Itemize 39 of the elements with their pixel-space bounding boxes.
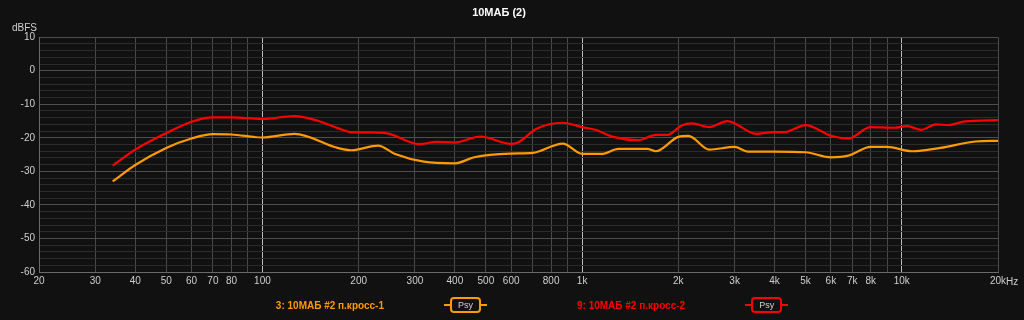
y-tick-label: -10 [20,98,36,110]
x-tick-label: 2k [673,274,685,286]
text: 9: 10МАБ #2 п.кросс-2 [577,299,686,311]
y-tick-label: -40 [20,198,36,210]
x-tick-label: 80 [225,274,238,286]
x-tick-label: 800 [542,274,560,286]
x-tick-label: 100 [254,274,272,286]
text: Psy [751,297,783,313]
y-tick-label: 0 [29,64,36,76]
y-tick-label: -60 [20,265,36,277]
x-tick-label: 60 [185,274,198,286]
x-tick-label: 4k [769,274,781,286]
y-axis-title: dBFS [11,21,38,33]
x-tick-label: 6k [825,274,838,286]
x-tick-label: 20 [33,274,45,286]
x-tick-label: 3k [729,274,741,286]
x-axis-title: Hz [1006,275,1019,287]
text: 3: 10МАБ #2 п.кросс-1 [275,299,384,311]
x-tick-label: 8k [865,274,878,286]
y-tick-label: -20 [20,131,36,143]
x-tick-label: 10k [893,274,911,286]
chart-title: 10МАБ (2) [472,5,527,18]
text: Psy [449,297,481,313]
x-tick-label: 5k [800,274,812,286]
x-tick-label: 40 [129,274,142,286]
x-tick-label: 300 [406,274,424,286]
x-tick-label: 1k [576,274,589,286]
x-tick-label: 400 [446,274,464,286]
y-tick-label: -50 [20,232,36,244]
x-tick-label: 50 [160,274,173,286]
x-tick-label: 600 [502,274,520,286]
x-tick-label: 7k [846,274,859,286]
x-tick-label: 30 [89,274,102,286]
y-tick-label: 10 [23,30,36,42]
x-tick-label: 70 [207,274,219,286]
x-tick-label: 200 [350,274,368,286]
y-tick-label: -30 [20,165,36,177]
x-tick-label: 20k [989,274,1008,286]
x-tick-label: 500 [477,274,495,286]
